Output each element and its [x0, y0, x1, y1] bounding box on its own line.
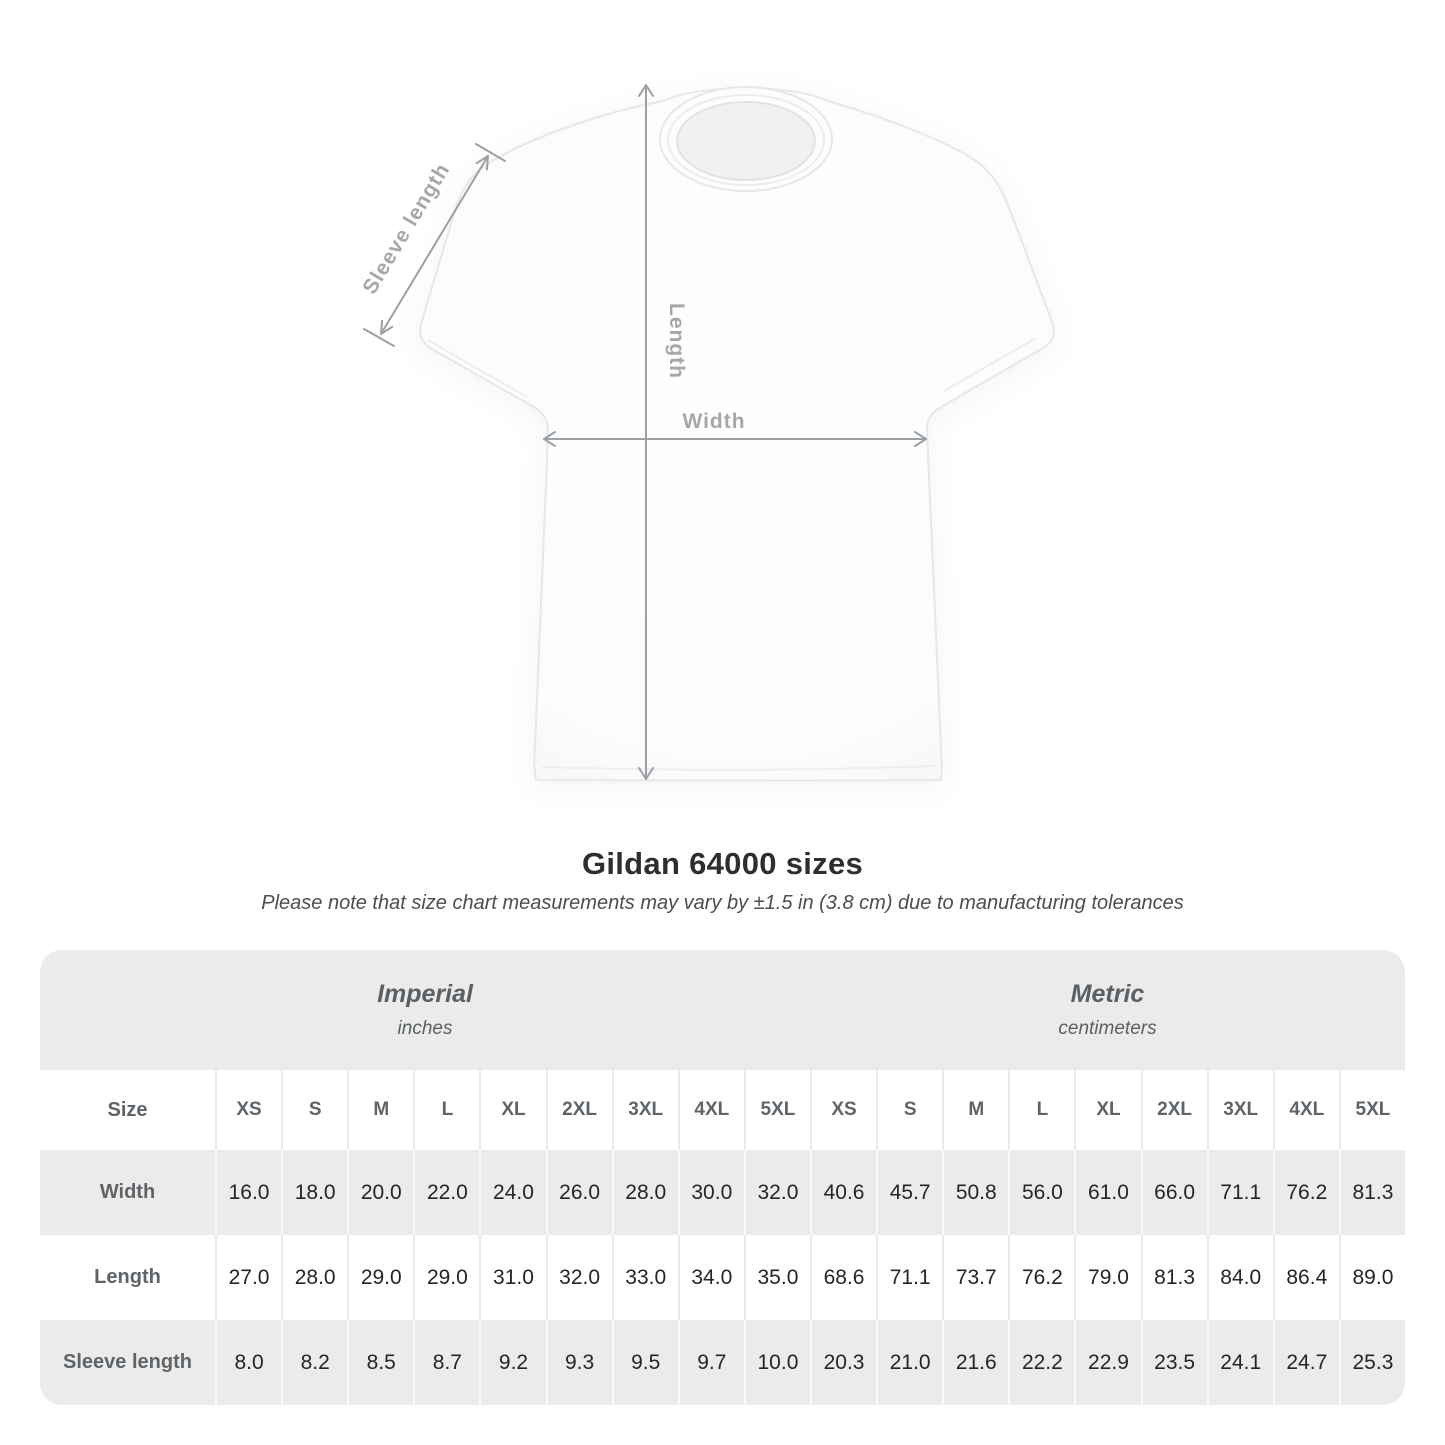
- table-cell: 29.0: [347, 1235, 414, 1320]
- size-col-header-metric-2xl: 2XL: [1140, 1070, 1207, 1150]
- size-col-header-imperial-3xl: 3XL: [611, 1070, 678, 1150]
- table-cell: 61.0: [1074, 1150, 1141, 1235]
- size-col-header-metric-l: L: [1008, 1070, 1075, 1150]
- table-cell: 76.2: [1272, 1150, 1339, 1235]
- row-label-length: Length: [40, 1235, 215, 1320]
- width-arrow: [543, 431, 927, 447]
- tolerance-note: Please note that size chart measurements…: [261, 892, 1184, 914]
- table-cell: 32.0: [743, 1150, 810, 1235]
- size-column-header: Size: [40, 1070, 215, 1150]
- table-cell: 9.3: [545, 1320, 612, 1405]
- table-cell: 56.0: [1008, 1150, 1075, 1235]
- table-cell: 40.6: [810, 1150, 877, 1235]
- table-cell: 81.3: [1338, 1150, 1405, 1235]
- table-cell: 26.0: [545, 1150, 612, 1235]
- table-cell: 33.0: [611, 1235, 678, 1320]
- size-col-header-metric-4xl: 4XL: [1272, 1070, 1339, 1150]
- table-cell: 27.0: [215, 1235, 282, 1320]
- table-cell: 24.0: [479, 1150, 546, 1235]
- table-cell: 34.0: [677, 1235, 744, 1320]
- left-sleeve-hem-seam: [427, 339, 528, 398]
- tshirt-body: [419, 87, 1055, 782]
- table-cell: 22.9: [1074, 1320, 1141, 1405]
- size-col-header-imperial-2xl: 2XL: [545, 1070, 612, 1150]
- table-cell: 8.5: [347, 1320, 414, 1405]
- table-cell: 20.3: [810, 1320, 877, 1405]
- table-cell: 71.1: [876, 1235, 943, 1320]
- table-cell: 28.0: [611, 1150, 678, 1235]
- table-cell: 18.0: [281, 1150, 348, 1235]
- tshirt-image: [419, 86, 1055, 782]
- table-cell: 71.1: [1206, 1150, 1273, 1235]
- table-cell: 9.2: [479, 1320, 546, 1405]
- table-cell: 8.0: [215, 1320, 282, 1405]
- bottom-hem-seam: [541, 765, 935, 771]
- table-cell: 84.0: [1206, 1235, 1273, 1320]
- table-cell: 23.5: [1140, 1320, 1207, 1405]
- sleeve-length-arrow: [363, 143, 506, 347]
- table-cell: 24.7: [1272, 1320, 1339, 1405]
- size-col-header-metric-m: M: [942, 1070, 1009, 1150]
- table-cell: 31.0: [479, 1235, 546, 1320]
- table-cell: 22.2: [1008, 1320, 1075, 1405]
- table-cell: 10.0: [743, 1320, 810, 1405]
- size-col-header-metric-s: S: [876, 1070, 943, 1150]
- table-cell: 21.6: [942, 1320, 1009, 1405]
- table-cell: 86.4: [1272, 1235, 1339, 1320]
- size-col-header-imperial-5xl: 5XL: [743, 1070, 810, 1150]
- right-sleeve-hem-seam: [943, 337, 1037, 392]
- table-cell: 81.3: [1140, 1235, 1207, 1320]
- table-cell: 68.6: [810, 1235, 877, 1320]
- table-cell: 50.8: [942, 1150, 1009, 1235]
- width-label: Width: [682, 410, 745, 433]
- table-cell: 73.7: [942, 1235, 1009, 1320]
- table-cell: 22.0: [413, 1150, 480, 1235]
- tshirt-size-diagram: Sleeve length Length Width: [358, 84, 1055, 782]
- table-cell: 9.5: [611, 1320, 678, 1405]
- table-cell: 79.0: [1074, 1235, 1141, 1320]
- table-cell: 16.0: [215, 1150, 282, 1235]
- table-cell: 9.7: [677, 1320, 744, 1405]
- table-cell: 66.0: [1140, 1150, 1207, 1235]
- size-col-header-imperial-4xl: 4XL: [677, 1070, 744, 1150]
- table-cell: 8.2: [281, 1320, 348, 1405]
- size-table: Imperial inches Metric centimeters Size …: [40, 950, 1405, 1405]
- size-col-header-metric-xs: XS: [810, 1070, 877, 1150]
- table-cell: 20.0: [347, 1150, 414, 1235]
- collar-seam: [667, 94, 825, 186]
- length-label: Length: [665, 303, 688, 379]
- table-cell: 28.0: [281, 1235, 348, 1320]
- table-cell: 76.2: [1008, 1235, 1075, 1320]
- table-cell: 21.0: [876, 1320, 943, 1405]
- group-unit: inches: [397, 1018, 453, 1039]
- group-unit: centimeters: [1058, 1018, 1157, 1039]
- group-header-imperial: Imperial inches: [40, 950, 810, 1070]
- size-col-header-metric-3xl: 3XL: [1206, 1070, 1273, 1150]
- table-cell: 89.0: [1338, 1235, 1405, 1320]
- size-col-header-imperial-l: L: [413, 1070, 480, 1150]
- table-cell: 45.7: [876, 1150, 943, 1235]
- size-col-header-metric-5xl: 5XL: [1338, 1070, 1405, 1150]
- row-label-sleeve-length: Sleeve length: [40, 1320, 215, 1405]
- size-col-header-imperial-m: M: [347, 1070, 414, 1150]
- group-name: Metric: [1070, 980, 1145, 1008]
- table-cell: 35.0: [743, 1235, 810, 1320]
- size-col-header-imperial-s: S: [281, 1070, 348, 1150]
- size-col-header-imperial-xs: XS: [215, 1070, 282, 1150]
- neck-opening: [676, 101, 816, 181]
- table-cell: 8.7: [413, 1320, 480, 1405]
- table-cell: 24.1: [1206, 1320, 1273, 1405]
- group-header-metric: Metric centimeters: [810, 950, 1405, 1070]
- table-cell: 29.0: [413, 1235, 480, 1320]
- table-cell: 30.0: [677, 1150, 744, 1235]
- table-cell: 25.3: [1338, 1320, 1405, 1405]
- length-arrow: [638, 84, 654, 780]
- group-name: Imperial: [377, 980, 473, 1008]
- size-col-header-metric-xl: XL: [1074, 1070, 1141, 1150]
- table-cell: 32.0: [545, 1235, 612, 1320]
- row-label-width: Width: [40, 1150, 215, 1235]
- page-title: Gildan 64000 sizes: [581, 846, 864, 881]
- size-col-header-imperial-xl: XL: [479, 1070, 546, 1150]
